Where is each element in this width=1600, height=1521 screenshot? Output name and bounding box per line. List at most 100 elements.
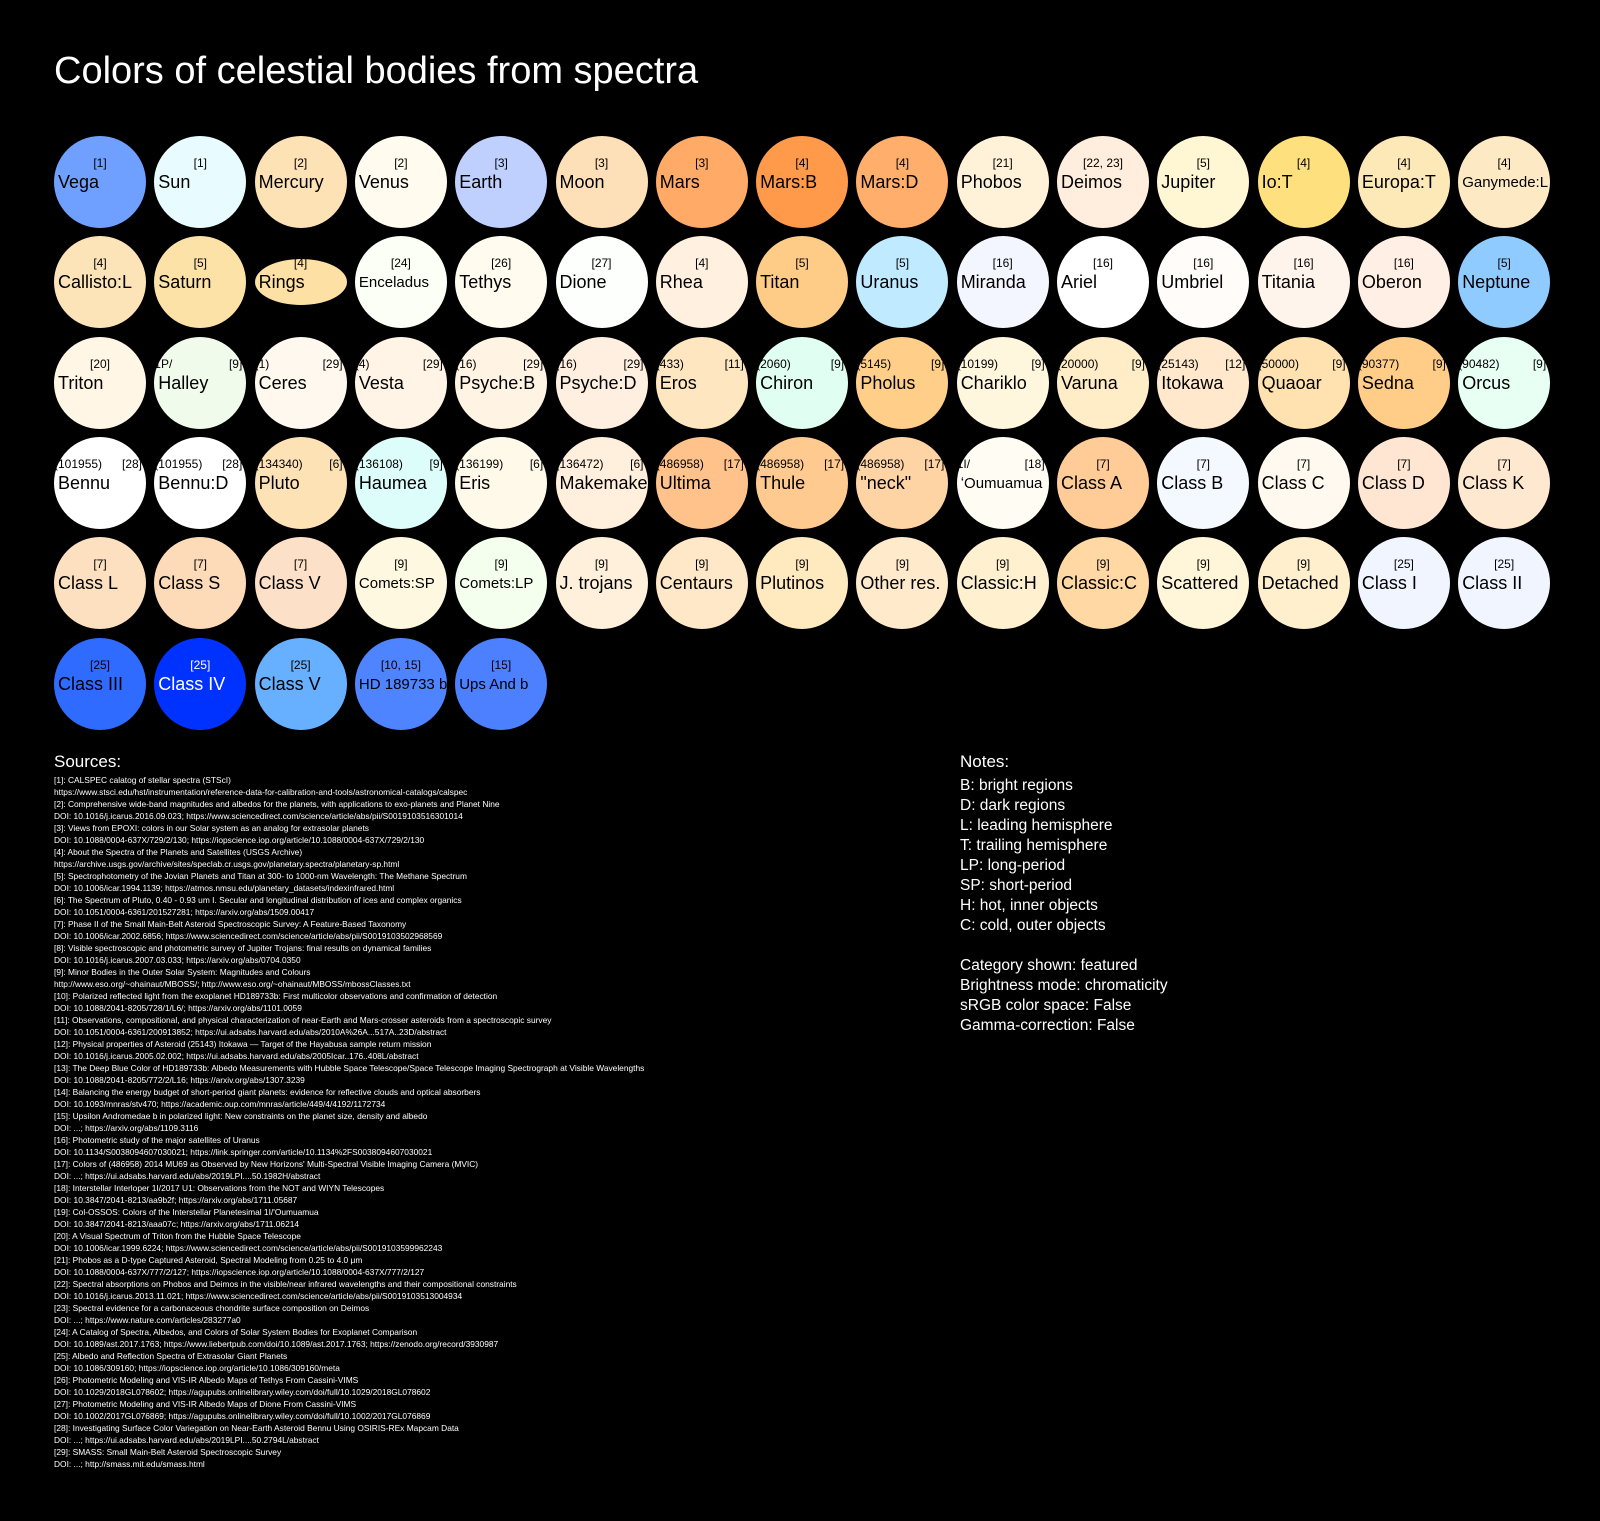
body-swatch: 1I/ [18] ʻOumuamua [956, 436, 1049, 529]
body-name: Bennu:D [158, 472, 229, 493]
body-swatch: [9] Plutinos [756, 537, 849, 630]
source-line: DOI: 10.1088/0004-637X/777/2/127; https:… [54, 1267, 425, 1277]
body-swatch: [2] Mercury [254, 136, 347, 228]
body-swatch: (1) [29] Ceres [254, 336, 347, 429]
body-swatch: [1] Vega [54, 136, 146, 228]
body-name: Class V [258, 573, 321, 594]
body-reference: [9] [1332, 356, 1346, 371]
body-swatch: 1P/ [9] Halley [154, 336, 247, 429]
body-name: Haumea [358, 472, 427, 493]
body-swatch: [3] Moon [555, 136, 648, 228]
body-name: Moon [559, 172, 605, 192]
body-reference: [17] [723, 456, 744, 471]
body-number: (2060) [756, 356, 791, 371]
body-reference: [25] [89, 657, 110, 672]
body-reference: [7] [1296, 456, 1311, 471]
body-reference: [9] [429, 456, 443, 471]
source-line: [6]: The Spectrum of Pluto, 0.40 - 0.93 … [54, 895, 462, 905]
body-swatch: [16] Miranda [956, 236, 1049, 329]
body-name: Ganymede:L [1462, 174, 1549, 191]
body-name: Ceres [258, 372, 307, 393]
note-line: D: dark regions [960, 797, 1066, 814]
source-line: DOI: 10.1006/icar.1994.1139; https://atm… [54, 883, 395, 893]
body-swatch: [4] Rings [254, 256, 347, 306]
source-line: [22]: Spectral absorptions on Phobos and… [54, 1279, 517, 1289]
body-name: Comets:SP [358, 575, 435, 593]
source-line: http://www.eso.org/~ohainaut/MBOSS/; htt… [54, 979, 411, 989]
body-name: Enceladus [358, 274, 429, 292]
chart-title: Colors of celestial bodies from spectra [54, 50, 699, 92]
body-name: Ultima [659, 472, 711, 493]
source-line: [12]: Physical properties of Asteroid (2… [54, 1039, 432, 1049]
body-reference: [7] [193, 557, 207, 572]
body-swatch: [15] Ups And b [455, 637, 548, 730]
source-line: DOI: 10.3847/2041-8213/aaa07c; https://a… [54, 1219, 300, 1229]
body-swatch: [9] Classic:C [1057, 537, 1149, 630]
body-reference: [7] [1497, 456, 1511, 471]
body-swatch: [20] Triton [54, 336, 146, 429]
source-line: [9]: Minor Bodies in the Outer Solar Sys… [54, 967, 311, 977]
body-number: (16) [555, 356, 577, 371]
body-swatch: [5] Uranus [856, 236, 949, 329]
source-line: [2]: Comprehensive wide-band magnitudes … [54, 799, 500, 809]
body-name: Miranda [960, 272, 1026, 293]
note-line: Brightness mode: chromaticity [960, 977, 1168, 994]
body-swatch: [9] Classic:H [956, 537, 1049, 630]
body-reference: [7] [293, 557, 308, 572]
body-reference: [7] [1397, 456, 1411, 471]
body-name: Vega [58, 172, 100, 192]
body-reference: [4] [795, 156, 809, 170]
source-line: [19]: Col-OSSOS: Colors of the Interstel… [54, 1207, 319, 1217]
body-name: Itokawa [1161, 372, 1224, 393]
body-name: J. trojans [559, 573, 633, 594]
body-number: (25143) [1157, 356, 1199, 371]
body-reference: [16] [1393, 256, 1414, 271]
swatch-grid: [1] Vega [1] Sun [2] Mercury [2] Venus [3] Earth[… [0, 0, 1600, 740]
body-number: (90482) [1458, 356, 1500, 371]
body-reference: [3] [494, 156, 508, 170]
body-swatch: [4] Callisto:L [54, 236, 146, 329]
body-swatch: [7] Class C [1257, 436, 1350, 529]
body-reference: [6] [529, 456, 544, 471]
body-reference: [4] [895, 156, 910, 170]
body-name: Uranus [860, 272, 919, 293]
body-name: Phobos [960, 172, 1022, 192]
body-name: Oberon [1361, 272, 1422, 293]
body-name: Scattered [1161, 573, 1239, 594]
body-number: (10199) [956, 356, 999, 371]
body-swatch: [4] Ganymede:L [1458, 136, 1551, 228]
body-reference: [9] [1131, 356, 1145, 371]
source-line: https://archive.usgs.gov/archive/sites/s… [54, 859, 400, 869]
body-name: Thule [760, 472, 806, 493]
body-reference: [5] [895, 256, 910, 271]
body-name: Orcus [1462, 372, 1511, 393]
body-swatch: [7] Class B [1157, 436, 1250, 529]
body-reference: [29] [422, 356, 443, 371]
body-name: Class S [158, 573, 221, 594]
body-reference: [16] [992, 256, 1013, 271]
body-name: Mercury [258, 172, 324, 192]
source-line: DOI: ...; http://smass.mit.edu/smass.htm… [54, 1459, 205, 1469]
body-name: Umbriel [1161, 272, 1224, 293]
source-line: [20]: A Visual Spectrum of Triton from t… [54, 1231, 301, 1241]
note-line: B: bright regions [960, 777, 1073, 794]
source-line: DOI: 10.1016/j.icarus.2016.09.023; https… [54, 811, 463, 821]
body-reference: [3] [594, 156, 609, 170]
body-swatch: [7] Class A [1057, 436, 1149, 529]
source-line: [11]: Observations, compositional, and p… [54, 1015, 552, 1025]
body-reference: [9] [695, 557, 709, 572]
body-reference: [2] [394, 156, 408, 170]
body-reference: [17] [824, 456, 845, 471]
body-name: Mars [659, 172, 700, 192]
notes-list: B: bright regions D: dark regions L: leadi… [960, 776, 1168, 1036]
body-name: Tethys [459, 272, 512, 293]
body-swatch: [9] Comets:SP [354, 537, 447, 630]
body-swatch: (136472) [6] Makemake [555, 436, 648, 529]
source-line: DOI: 10.1006/icar.1999.6224; https://www… [54, 1243, 443, 1253]
body-swatch: (50000) [9] Quaoar [1257, 336, 1350, 429]
body-name: Sedna [1361, 372, 1414, 393]
body-reference: [11] [724, 356, 744, 371]
body-number: (486958) [856, 456, 905, 471]
body-name: Makemake [559, 472, 648, 493]
body-swatch: [5] Neptune [1458, 236, 1551, 329]
